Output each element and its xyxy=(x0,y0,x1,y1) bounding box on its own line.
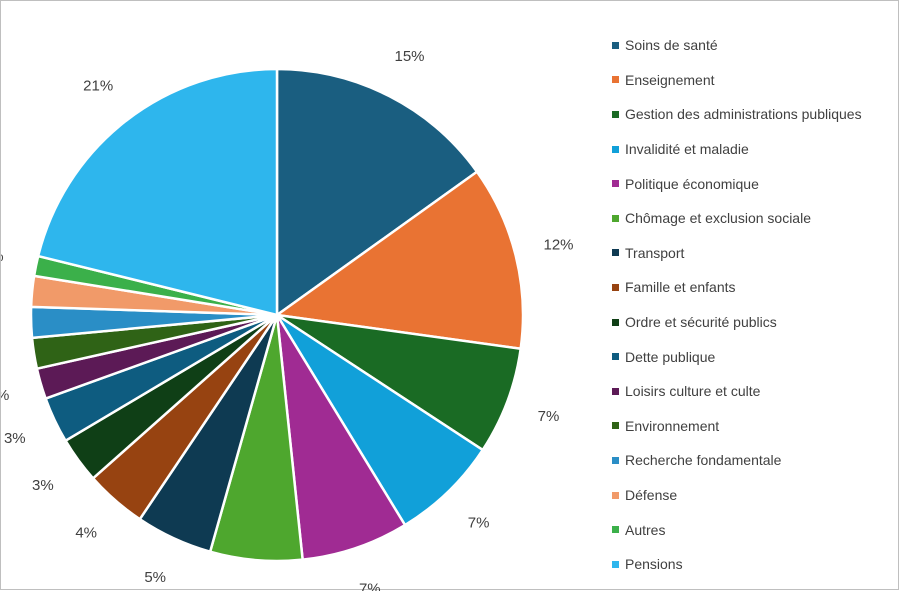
legend-item: Dette publique xyxy=(612,339,862,374)
legend-item: Chômage et exclusion sociale xyxy=(612,201,862,236)
legend-label: Autres xyxy=(625,522,665,538)
legend-item: Recherche fondamentale xyxy=(612,443,862,478)
legend-label: Loisirs culture et culte xyxy=(625,383,760,399)
slice-percent-label: 4% xyxy=(75,524,97,541)
legend-swatch xyxy=(612,284,619,291)
legend: Soins de santé Enseignement Gestion des ad… xyxy=(612,28,862,582)
legend-item: Environnement xyxy=(612,409,862,444)
slice-percent-label: 2% xyxy=(1,387,9,404)
slice-percent-label: 7% xyxy=(359,581,381,591)
slice-percent-label: 3% xyxy=(4,430,26,447)
legend-swatch xyxy=(612,353,619,360)
slice-percent-label: 7% xyxy=(468,514,490,531)
legend-item: Famille et enfants xyxy=(612,270,862,305)
legend-item: Soins de santé xyxy=(612,28,862,63)
legend-item: Autres xyxy=(612,512,862,547)
legend-item: Invalidité et maladie xyxy=(612,132,862,167)
legend-swatch xyxy=(612,111,619,118)
legend-swatch xyxy=(612,388,619,395)
slice-percent-label: 1% xyxy=(1,248,4,265)
slice-percent-label: 15% xyxy=(394,48,424,65)
slice-percent-label: 7% xyxy=(538,408,560,425)
legend-swatch xyxy=(612,319,619,326)
legend-label: Recherche fondamentale xyxy=(625,452,781,468)
legend-swatch xyxy=(612,422,619,429)
legend-swatch xyxy=(612,215,619,222)
legend-swatch xyxy=(612,42,619,49)
legend-swatch xyxy=(612,561,619,568)
legend-item: Ordre et sécurité publics xyxy=(612,305,862,340)
legend-item: Loisirs culture et culte xyxy=(612,374,862,409)
legend-label: Famille et enfants xyxy=(625,279,736,295)
legend-item: Transport xyxy=(612,236,862,271)
legend-label: Ordre et sécurité publics xyxy=(625,314,777,330)
slice-percent-label: 3% xyxy=(32,477,54,494)
legend-swatch xyxy=(612,492,619,499)
slice-percent-label: 5% xyxy=(144,569,166,586)
legend-swatch xyxy=(612,76,619,83)
legend-item: Gestion des administrations publiques xyxy=(612,97,862,132)
legend-label: Soins de santé xyxy=(625,37,718,53)
legend-label: Transport xyxy=(625,245,684,261)
legend-swatch xyxy=(612,249,619,256)
legend-label: Gestion des administrations publiques xyxy=(625,106,862,122)
legend-label: Environnement xyxy=(625,418,719,434)
slice-percent-label: 12% xyxy=(543,236,573,253)
legend-label: Défense xyxy=(625,487,677,503)
legend-swatch xyxy=(612,457,619,464)
legend-swatch xyxy=(612,526,619,533)
slice-percent-label: 21% xyxy=(83,78,113,95)
legend-swatch xyxy=(612,146,619,153)
legend-item: Politique économique xyxy=(612,166,862,201)
legend-label: Politique économique xyxy=(625,176,759,192)
legend-swatch xyxy=(612,180,619,187)
legend-label: Enseignement xyxy=(625,72,715,88)
legend-label: Chômage et exclusion sociale xyxy=(625,210,811,226)
legend-item: Enseignement xyxy=(612,63,862,98)
legend-item: Pensions xyxy=(612,547,862,582)
legend-label: Pensions xyxy=(625,556,683,572)
legend-item: Défense xyxy=(612,478,862,513)
legend-label: Invalidité et maladie xyxy=(625,141,749,157)
legend-label: Dette publique xyxy=(625,349,715,365)
